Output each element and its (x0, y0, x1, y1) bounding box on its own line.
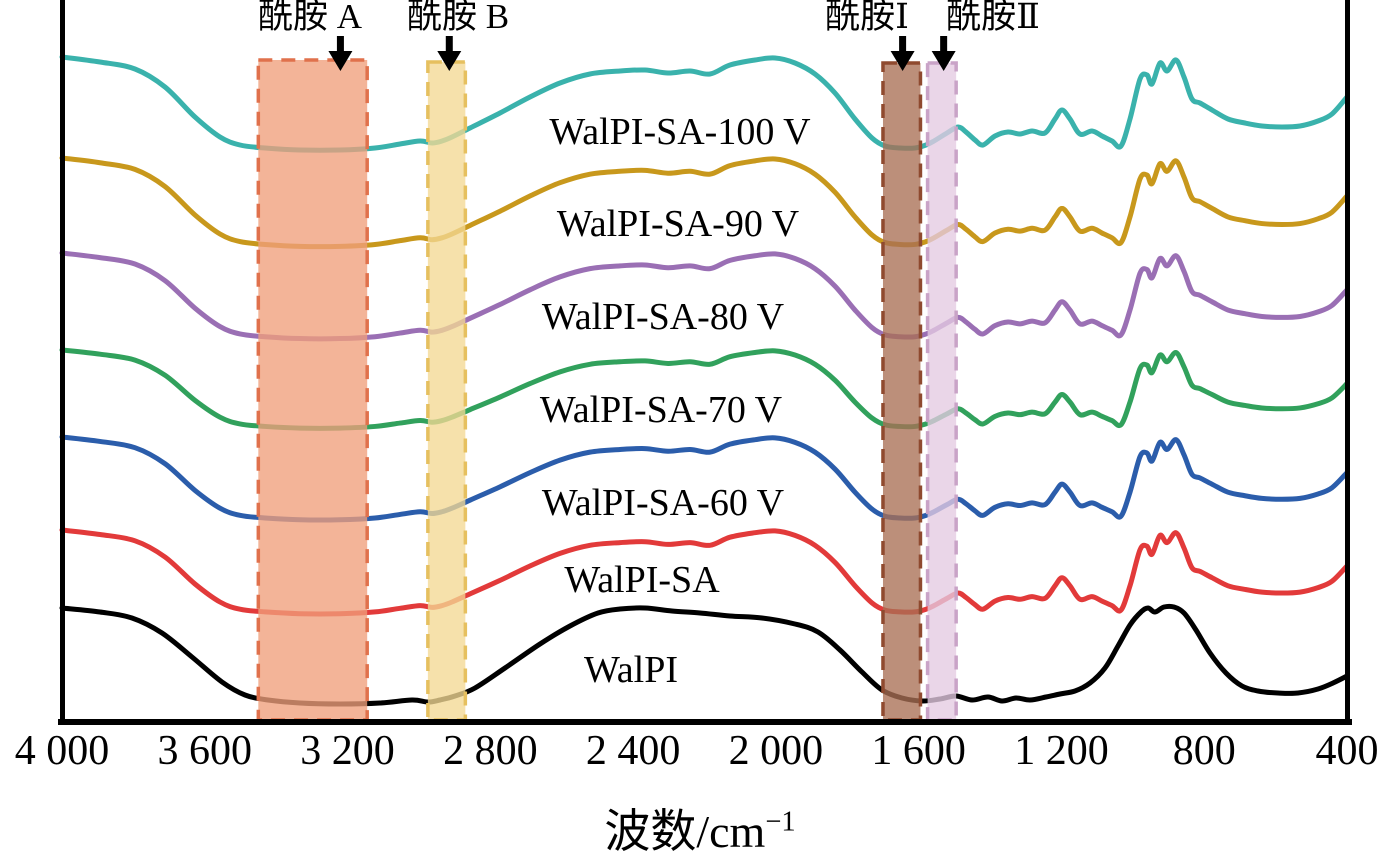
arrows-layer (328, 36, 956, 71)
band-label-amide-I: 酰胺Ⅰ (825, 0, 909, 36)
x-tick-label: 2 800 (443, 728, 538, 774)
x-axis-ticks: 4 000 3 600 3 200 2 800 2 400 2 000 1 600 1 200… (0, 727, 1390, 779)
series-label-walpi: WalPI (583, 649, 679, 691)
x-tick-label: 800 (1172, 728, 1236, 774)
highlight-band-1 (426, 60, 468, 722)
band-label-amide-A: 酰胺 A (257, 0, 363, 36)
bands-layer (256, 58, 958, 722)
x-axis-title-superscript: −1 (765, 806, 796, 838)
x-axis-line (58, 719, 1352, 725)
annotation-arrow-2 (890, 36, 915, 71)
band-label-amide-B: 酰胺 B (406, 0, 510, 36)
annotation-arrow-1 (437, 36, 462, 71)
series-label-walpi-sa: WalPI-SA (564, 559, 720, 601)
x-axis-title-text: 波数/cm (604, 806, 766, 857)
x-tick-label: 3 200 (300, 728, 395, 774)
x-tick-label: 400 (1315, 728, 1379, 774)
x-tick-label: 1 600 (871, 728, 966, 774)
x-tick-label: 2 400 (585, 728, 681, 774)
series-label-walpi-sa-90v: WalPI-SA-90 V (556, 203, 800, 245)
x-tick-label: 4 000 (14, 728, 110, 774)
highlight-band-3 (925, 61, 958, 722)
band-label-amide-II: 酰胺Ⅱ (946, 0, 1040, 36)
highlight-band-2 (881, 61, 923, 722)
curves-layer (59, 54, 1350, 707)
series-label-walpi-sa-80v: WalPI-SA-80 V (541, 296, 785, 338)
x-tick-label: 1 200 (1014, 728, 1109, 774)
series-label-walpi-sa-100v: WalPI-SA-100 V (549, 111, 811, 153)
y-axis-left (60, 0, 65, 722)
highlight-band-0 (256, 58, 369, 722)
axes-layer (58, 0, 1352, 725)
x-tick-label: 2 000 (728, 728, 824, 774)
annotation-arrow-0 (328, 36, 353, 71)
y-axis-right (1345, 0, 1350, 722)
spectrum-curve-WalPI (59, 603, 1350, 707)
x-tick-label: 3 600 (157, 728, 253, 774)
annotation-arrow-3 (931, 36, 956, 71)
x-axis-title: 波数/cm−1 (604, 795, 795, 861)
series-label-walpi-sa-70v: WalPI-SA-70 V (539, 389, 783, 431)
series-label-walpi-sa-60v: WalPI-SA-60 V (541, 482, 785, 524)
